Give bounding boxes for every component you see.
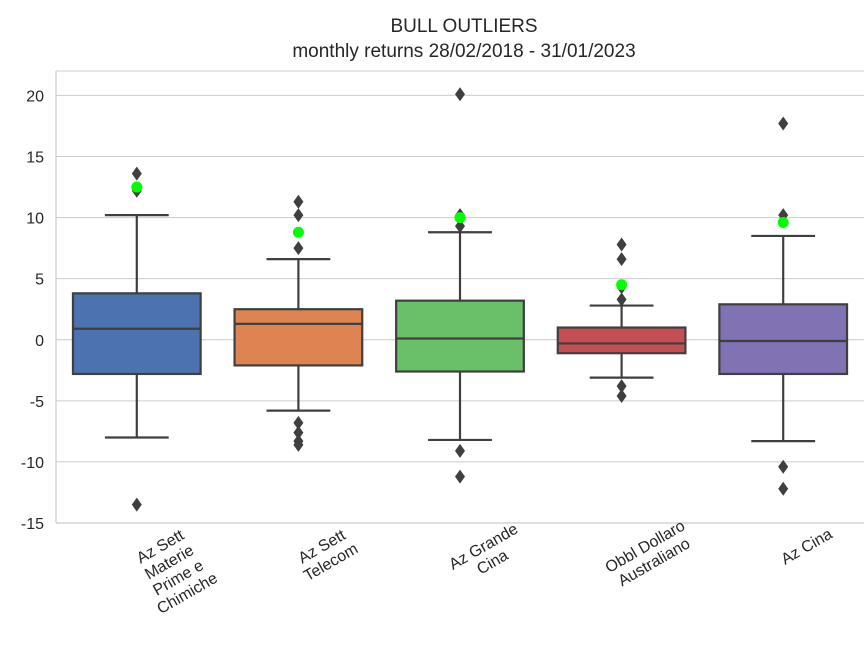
outlier-point <box>455 443 465 458</box>
outlier-point <box>616 252 627 267</box>
outlier-point <box>293 437 304 452</box>
outlier-point <box>293 415 304 430</box>
y-tick-label: 0 <box>35 333 44 350</box>
outlier-point <box>778 116 789 131</box>
outlier-point <box>616 237 627 252</box>
outlier-point <box>131 497 142 512</box>
outlier-point <box>455 87 465 102</box>
highlight-point <box>777 216 789 228</box>
outlier-point <box>616 292 627 307</box>
y-tick-label: -10 <box>21 455 44 472</box>
box-group <box>718 116 849 496</box>
outlier-point <box>293 194 304 209</box>
box-group <box>71 166 202 512</box>
outlier-point <box>455 219 465 234</box>
x-tick-label-line: Az Cina <box>778 526 835 569</box>
highlight-point <box>292 226 304 238</box>
y-tick-label: -5 <box>30 394 44 411</box>
y-tick-label: 15 <box>26 150 44 167</box>
iqr-box <box>718 303 849 376</box>
outlier-point <box>616 388 627 403</box>
y-tick-label: 10 <box>26 211 44 228</box>
box-group <box>233 194 364 452</box>
outlier-point <box>131 166 142 181</box>
outlier-point <box>778 481 789 496</box>
highlight-point <box>454 212 466 224</box>
chart-title: BULL OUTLIERS <box>390 16 537 37</box>
x-tick-label: Az SettMateriePrime eChimiche <box>127 523 220 618</box>
iqr-box <box>71 292 202 376</box>
outlier-point <box>293 425 304 440</box>
y-tick-label: -15 <box>21 516 44 533</box>
box-group <box>556 237 687 403</box>
outlier-point <box>293 241 304 256</box>
box-group <box>395 87 525 484</box>
iqr-box <box>395 299 525 373</box>
iqr-box <box>556 326 687 355</box>
highlight-point <box>616 279 628 291</box>
x-tick-label: Az Cina <box>778 526 835 569</box>
highlight-point <box>131 181 143 193</box>
x-tick-label: Az SettTelecom <box>292 525 361 585</box>
outlier-point <box>293 208 304 223</box>
iqr-box <box>233 308 364 367</box>
y-tick-label: 20 <box>26 88 44 105</box>
x-tick-label: Az GrandeCina <box>446 521 530 590</box>
chart-subtitle: monthly returns 28/02/2018 - 31/01/2023 <box>292 41 635 62</box>
outlier-point <box>778 459 789 474</box>
outlier-point <box>455 469 465 484</box>
y-tick-label: 5 <box>35 272 44 289</box>
x-tick-label: Obbl DollaroAustraliano <box>603 517 698 592</box>
box-layer <box>71 87 849 512</box>
outlier-point <box>616 379 627 394</box>
